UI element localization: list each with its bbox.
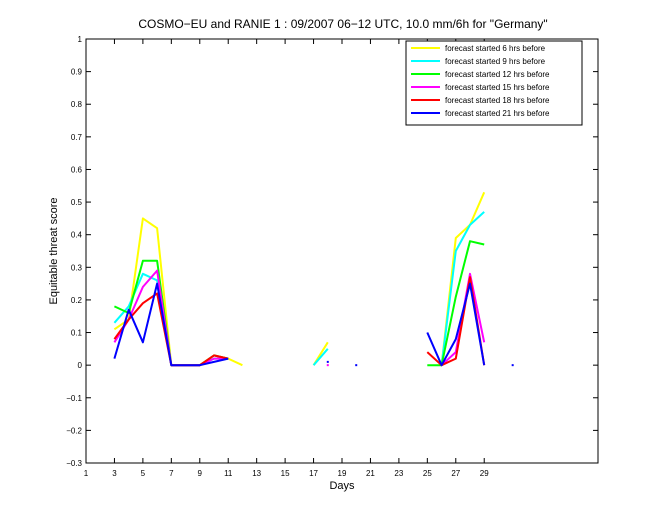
y-tick-label: 0.2 — [71, 296, 83, 305]
legend-entry: forecast started 6 hrs before — [445, 44, 546, 53]
x-tick-label: 13 — [252, 469, 261, 478]
y-tick-label: 0.5 — [71, 198, 83, 207]
x-tick-label: 19 — [338, 469, 347, 478]
x-tick-label: 17 — [309, 469, 318, 478]
series-2-line — [312, 348, 329, 366]
x-tick-label: 25 — [423, 469, 432, 478]
x-tick-label: 27 — [451, 469, 460, 478]
x-axis-label: Days — [329, 480, 355, 492]
x-tick-label: 21 — [366, 469, 375, 478]
series-3-line — [427, 240, 485, 367]
x-tick-label: 23 — [394, 469, 403, 478]
y-tick-label: 0.9 — [71, 68, 83, 77]
y-tick-label: 0.3 — [71, 263, 83, 272]
legend-entry: forecast started 21 hrs before — [445, 109, 550, 118]
series-2-line — [440, 211, 485, 366]
y-tick-label: −0.3 — [66, 459, 82, 468]
x-axis: 1 3 5 7 9 11 13 15 17 19 21 23 25 27 29 — [84, 39, 489, 478]
legend-entry: forecast started 12 hrs before — [445, 70, 550, 79]
x-tick-label: 3 — [112, 469, 117, 478]
x-tick-label: 1 — [84, 469, 89, 478]
chart-title: COSMO−EU and RANIE 1 : 09/2007 06−12 UTC… — [138, 17, 547, 31]
y-tick-label: 0.1 — [71, 329, 83, 338]
series-6-line — [426, 282, 486, 367]
plot-lines — [113, 191, 514, 367]
legend-entry: forecast started 18 hrs before — [445, 96, 550, 105]
y-tick-label: 0.4 — [71, 231, 83, 240]
y-tick-label: 0.7 — [71, 133, 83, 142]
y-tick-label: 0.8 — [71, 100, 83, 109]
y-tick-label: 0 — [78, 361, 83, 370]
x-tick-label: 9 — [198, 469, 203, 478]
x-tick-label: 15 — [281, 469, 290, 478]
x-tick-label: 29 — [480, 469, 489, 478]
x-tick-label: 11 — [224, 469, 233, 478]
x-tick-label: 5 — [141, 469, 146, 478]
legend-entry: forecast started 15 hrs before — [445, 83, 550, 92]
legend-box — [405, 40, 583, 126]
y-axis-label: Equitable threat score — [48, 197, 60, 304]
y-tick-label: −0.2 — [66, 426, 82, 435]
legend-entry: forecast started 9 hrs before — [445, 57, 546, 66]
legend: forecast started 6 hrs before forecast st… — [405, 40, 583, 126]
y-tick-label: 1 — [78, 35, 83, 44]
y-tick-label: 0.6 — [71, 165, 83, 174]
series-6-line — [113, 282, 229, 367]
y-tick-label: −0.1 — [66, 394, 82, 403]
x-tick-label: 7 — [169, 469, 174, 478]
y-axis: −0.3 −0.2 −0.1 0 0.1 0.2 0.3 0.4 0.5 0.6 0.7 0.8 0.9… — [66, 35, 598, 468]
